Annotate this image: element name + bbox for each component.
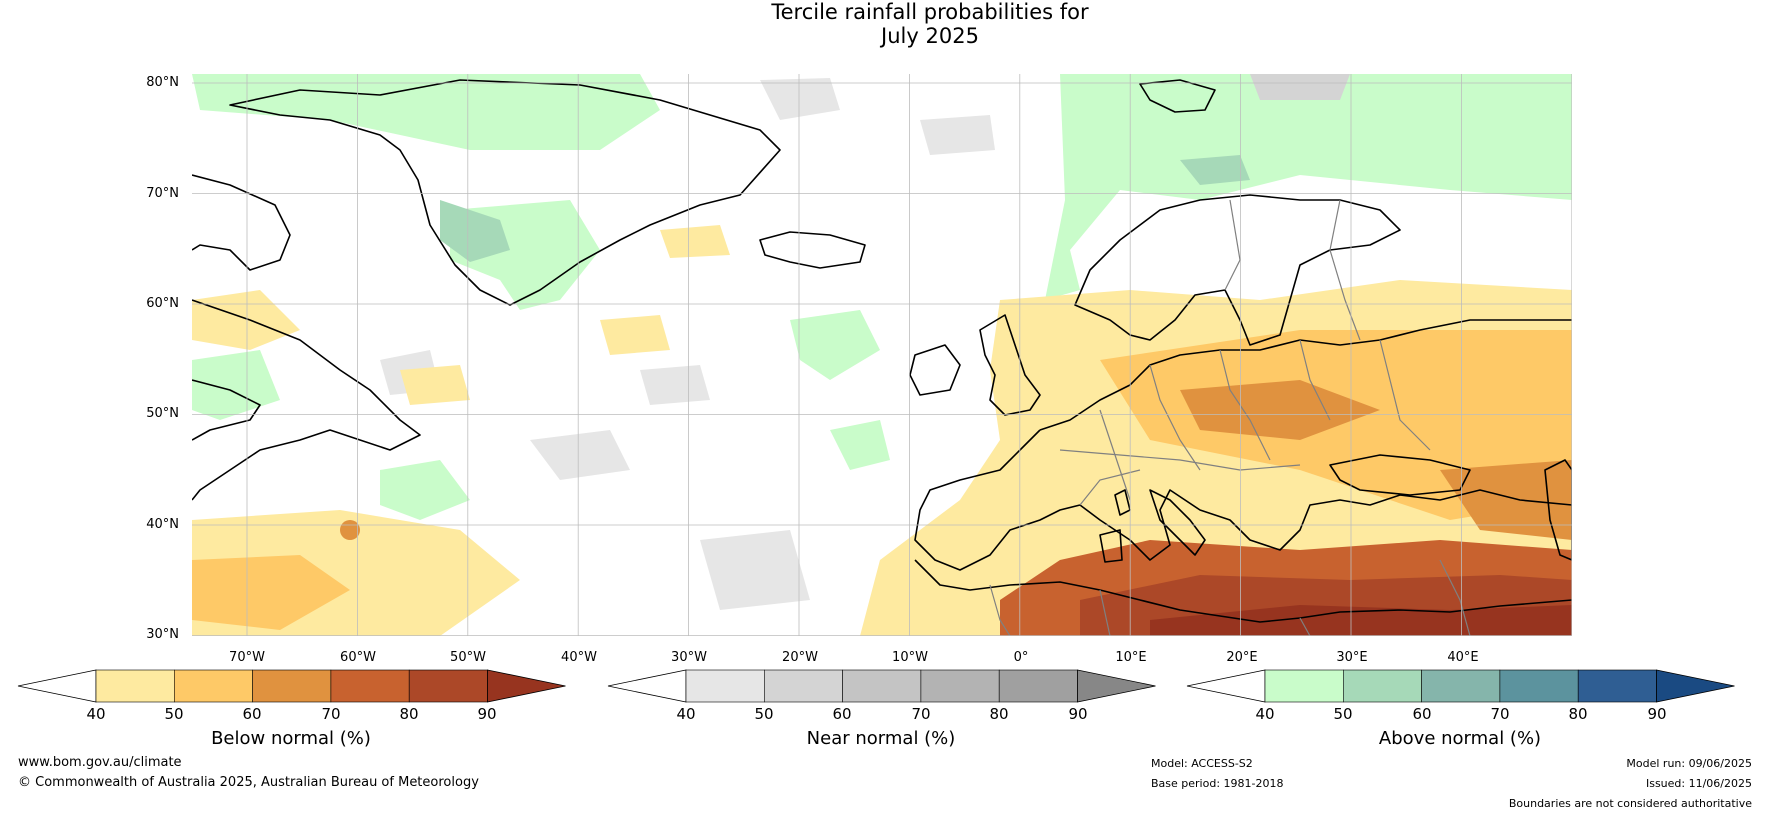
model-run-text: Model run: 09/06/2025 xyxy=(1626,757,1752,770)
below-normal-label: Below normal (%) xyxy=(211,728,371,749)
lat-label-70n: 70°N xyxy=(146,186,179,201)
near-normal-label: Near normal (%) xyxy=(806,728,956,749)
colorbar-segment xyxy=(252,669,332,703)
lon-label-30w: 30°W xyxy=(671,650,707,665)
lon-label-30e: 30°E xyxy=(1336,650,1368,665)
map-panel xyxy=(192,74,1572,636)
lon-label-20w: 20°W xyxy=(782,650,818,665)
colorbar-segment xyxy=(763,669,843,703)
gridlines xyxy=(192,74,1572,636)
near-normal-areas xyxy=(380,74,1350,610)
lon-label-40e: 40°E xyxy=(1447,650,1479,665)
colorbar-extend-low xyxy=(17,669,97,703)
near-tick: 80 xyxy=(989,705,1009,723)
lon-label-10w: 10°W xyxy=(892,650,928,665)
below-tick: 90 xyxy=(477,705,497,723)
model-text: Model: ACCESS-S2 xyxy=(1151,757,1253,770)
website-link[interactable]: www.bom.gov.au/climate xyxy=(18,755,182,770)
colorbar-segment xyxy=(330,669,410,703)
title-line-2: July 2025 xyxy=(881,24,979,48)
colorbar-extend-low xyxy=(607,669,687,703)
near-tick: 90 xyxy=(1068,705,1088,723)
colorbar-segment xyxy=(685,669,765,703)
colorbar-segment xyxy=(920,669,1000,703)
copyright-text: © Commonwealth of Australia 2025, Austra… xyxy=(18,775,479,790)
near-tick: 60 xyxy=(832,705,852,723)
colorbar-segment xyxy=(1499,669,1579,703)
colorbar-segment xyxy=(174,669,253,703)
above-tick: 60 xyxy=(1412,705,1432,723)
below-tick: 50 xyxy=(164,705,184,723)
title-line-1: Tercile rainfall probabilities for xyxy=(771,0,1089,24)
colorbar-segment xyxy=(1577,669,1657,703)
colorbar-segment xyxy=(95,669,175,703)
below-tick: 80 xyxy=(399,705,419,723)
near-tick: 40 xyxy=(676,705,696,723)
lat-label-80n: 80°N xyxy=(146,75,179,90)
lon-label-40w: 40°W xyxy=(561,650,597,665)
colorbar-extend-low xyxy=(1186,669,1266,703)
colorbar-segment xyxy=(842,669,922,703)
near-normal-colorbar xyxy=(607,669,1156,703)
above-normal-label: Above normal (%) xyxy=(1378,728,1542,749)
near-tick: 50 xyxy=(754,705,774,723)
disclaimer-text: Boundaries are not considered authoritat… xyxy=(1508,797,1752,810)
colorbar-segment xyxy=(1264,669,1344,703)
lon-label-50w: 50°W xyxy=(450,650,486,665)
near-tick: 70 xyxy=(911,705,931,723)
lat-label-60n: 60°N xyxy=(146,296,179,311)
below-tick: 40 xyxy=(86,705,106,723)
above-tick: 80 xyxy=(1568,705,1588,723)
colorbar-extend-high xyxy=(1077,669,1156,703)
lon-label-60w: 60°W xyxy=(340,650,376,665)
below-normal-areas xyxy=(192,225,1572,636)
above-normal-areas xyxy=(192,74,1572,636)
base-period-text: Base period: 1981-2018 xyxy=(1151,777,1284,790)
lon-label-10e: 10°E xyxy=(1115,650,1147,665)
colorbar-extend-high xyxy=(1656,669,1735,703)
coastlines xyxy=(192,79,1572,623)
figure-title: Tercile rainfall probabilities for July … xyxy=(0,0,1770,48)
above-tick: 90 xyxy=(1647,705,1667,723)
lat-label-30n: 30°N xyxy=(146,627,179,642)
above-tick: 70 xyxy=(1490,705,1510,723)
colorbars xyxy=(17,669,1735,703)
country-borders xyxy=(989,199,1471,636)
lat-label-50n: 50°N xyxy=(146,406,179,421)
lon-label-20e: 20°E xyxy=(1226,650,1258,665)
below-normal-colorbar xyxy=(17,669,566,703)
below-tick: 60 xyxy=(242,705,262,723)
lon-label-0: 0° xyxy=(1013,650,1029,665)
lat-label-40n: 40°N xyxy=(146,517,179,532)
below-tick: 70 xyxy=(321,705,341,723)
above-normal-colorbar xyxy=(1186,669,1735,703)
colorbar-segment xyxy=(408,669,488,703)
above-tick: 40 xyxy=(1255,705,1275,723)
colorbar-extend-high xyxy=(487,669,566,703)
issued-text: Issued: 11/06/2025 xyxy=(1645,777,1752,790)
above-tick: 50 xyxy=(1333,705,1353,723)
lon-label-70w: 70°W xyxy=(229,650,265,665)
colorbar-segment xyxy=(1343,669,1422,703)
colorbar-segment xyxy=(1421,669,1501,703)
colorbar-segment xyxy=(998,669,1078,703)
